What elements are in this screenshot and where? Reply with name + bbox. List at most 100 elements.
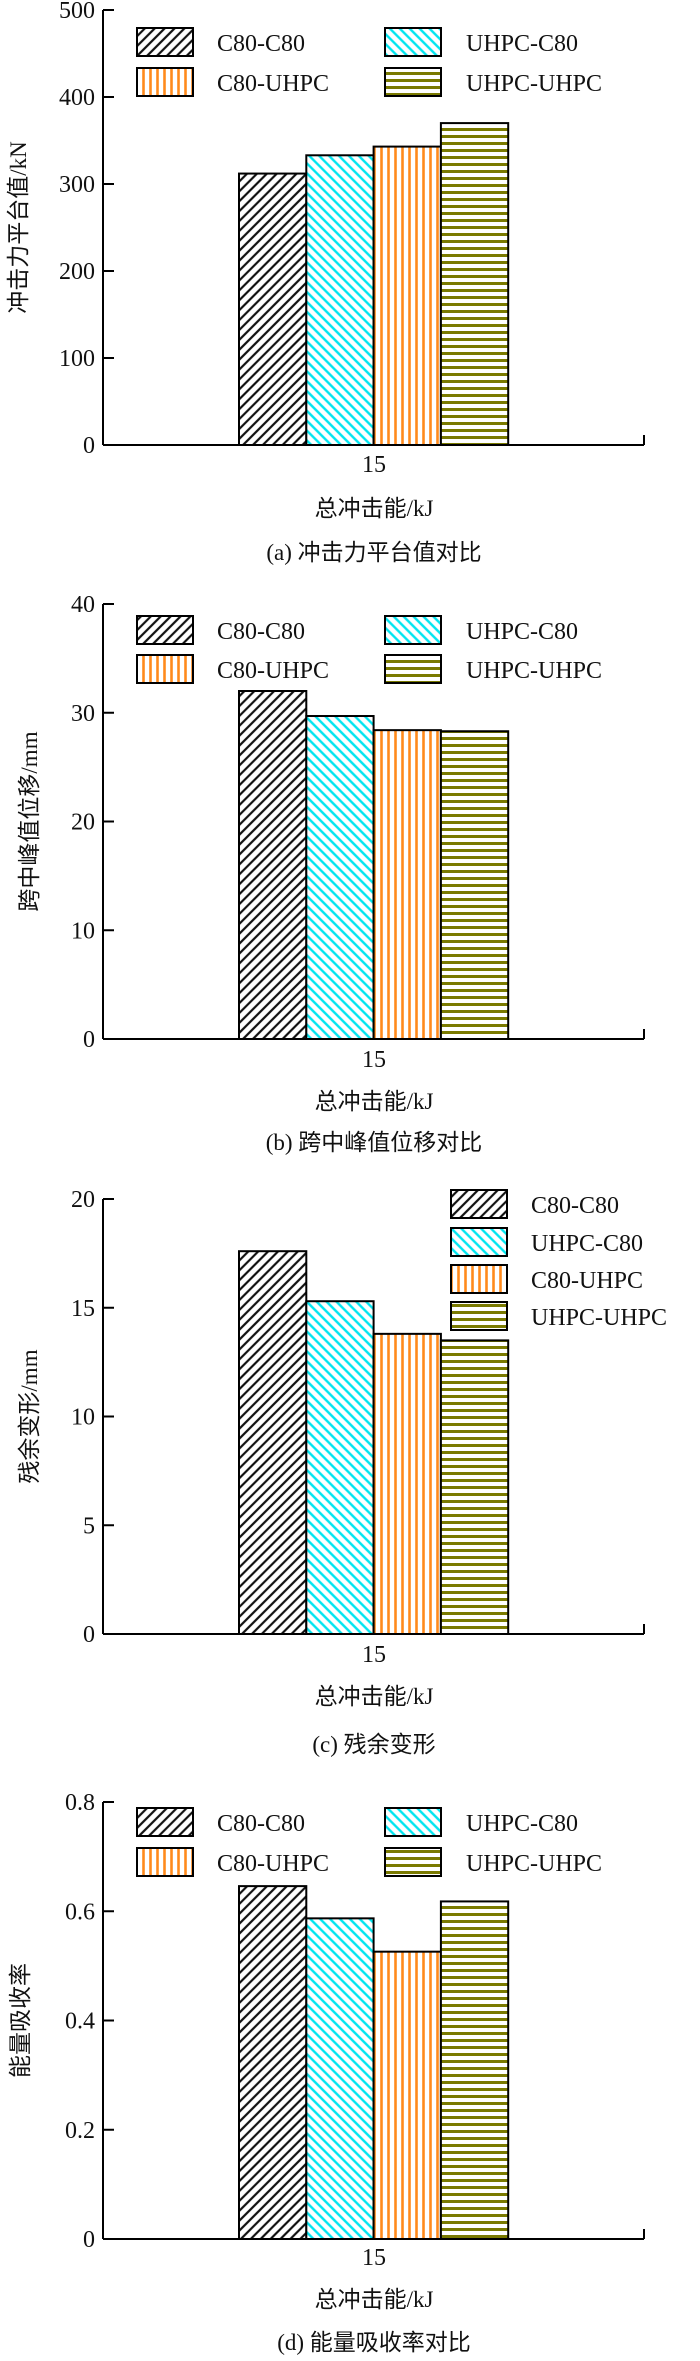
bar-uhpc-uhpc xyxy=(439,1900,510,2240)
y-tick-label: 20 xyxy=(71,810,95,836)
legend-label: UHPC-C80 xyxy=(466,31,578,57)
x-axis-label: 总冲击能/kJ xyxy=(315,2287,434,2312)
legend-item: C80-C80 xyxy=(136,27,305,57)
chart-caption: (a) 冲击力平台值对比 xyxy=(266,540,481,565)
legend-item: UHPC-UHPC xyxy=(384,67,602,97)
legend-label: UHPC-C80 xyxy=(466,1811,578,1837)
bar-c80-c80 xyxy=(238,690,308,1040)
legend-label: UHPC-C80 xyxy=(531,1231,643,1257)
legend-swatch xyxy=(384,27,442,57)
y-axis-label: 残余变形/mm xyxy=(17,1349,42,1483)
bar-c80-uhpc xyxy=(372,1332,442,1635)
legend-label: UHPC-UHPC xyxy=(466,658,602,684)
x-tick-label: 15 xyxy=(362,1047,386,1073)
legend-item: UHPC-UHPC xyxy=(384,654,602,684)
bar-uhpc-uhpc xyxy=(439,122,510,446)
y-tick-label: 0 xyxy=(83,2227,95,2253)
x-tick-label: 15 xyxy=(362,452,386,478)
y-tick-label: 40 xyxy=(71,592,95,618)
y-tick-label: 300 xyxy=(59,172,95,198)
x-tick-label: 15 xyxy=(362,2245,386,2271)
legend-swatch xyxy=(136,1807,194,1837)
chart-panel-b: 0 10 20 30 40 15 总冲击能/kJ (b) 跨中峰值位移对比 跨中峰值位移/mm C… xyxy=(17,592,645,1155)
legend: C80-C80 UHPC-C80 C80-UHPC UHPC-UHPC xyxy=(136,1807,602,1877)
legend: C80-C80 UHPC-C80 C80-UHPC UHPC-UHPC xyxy=(450,1189,667,1331)
legend-swatch xyxy=(384,1847,442,1877)
legend-item: C80-UHPC xyxy=(136,67,329,97)
legend-item: UHPC-C80 xyxy=(384,27,578,57)
bar-c80-uhpc xyxy=(372,145,442,446)
chart-panel-c: 0 5 10 15 20 15 总冲击能/kJ (c) 残余变形 残余变形/mm C80-C80 U… xyxy=(17,1187,667,1757)
chart-caption: (c) 残余变形 xyxy=(312,1732,435,1757)
bar-c80-c80 xyxy=(238,1885,308,2241)
legend-swatch xyxy=(450,1301,508,1331)
y-tick-label: 10 xyxy=(71,918,95,944)
bar-uhpc-c80 xyxy=(305,715,375,1040)
legend-label: C80-C80 xyxy=(217,1811,305,1837)
legend-item: C80-UHPC xyxy=(450,1264,643,1294)
legend-label: C80-C80 xyxy=(217,619,305,645)
legend-item: C80-C80 xyxy=(450,1189,619,1219)
legend-label: UHPC-UHPC xyxy=(466,1851,602,1877)
legend-item: UHPC-C80 xyxy=(450,1227,643,1257)
y-tick-label: 0.4 xyxy=(65,2009,95,2035)
y-tick-label: 200 xyxy=(59,259,95,285)
legend-item: C80-C80 xyxy=(136,615,305,645)
bar-uhpc-c80 xyxy=(305,154,375,446)
y-tick-label: 0.2 xyxy=(65,2118,95,2144)
legend-label: C80-UHPC xyxy=(217,71,329,97)
bar-uhpc-uhpc xyxy=(439,1339,510,1635)
legend-swatch xyxy=(384,1807,442,1837)
bar-c80-uhpc xyxy=(372,1950,442,2240)
legend-item: UHPC-C80 xyxy=(384,1807,578,1837)
y-tick-label: 0 xyxy=(83,1622,95,1648)
chart-caption: (b) 跨中峰值位移对比 xyxy=(266,1130,483,1155)
legend-item: C80-UHPC xyxy=(136,1847,329,1877)
legend-swatch xyxy=(450,1264,508,1294)
chart-panel-d: 0 0.2 0.4 0.6 0.8 15 总冲击能/kJ (d) 能量吸收率对比 能量吸收率 C8… xyxy=(8,1790,645,2355)
chart-panel-a: 0 100 200 300 400 500 15 总冲击能/kJ (a) 冲击力平台值对比 冲击力… xyxy=(6,0,645,565)
legend-label: C80-UHPC xyxy=(217,658,329,684)
bar-c80-c80 xyxy=(238,1250,308,1635)
legend-label: C80-C80 xyxy=(531,1193,619,1219)
legend-label: C80-C80 xyxy=(217,31,305,57)
x-axis-label: 总冲击能/kJ xyxy=(315,1684,434,1709)
y-tick-label: 15 xyxy=(71,1296,95,1322)
legend: C80-C80 UHPC-C80 C80-UHPC UHPC-UHPC xyxy=(136,27,602,97)
y-tick-label: 0 xyxy=(83,433,95,459)
x-tick-label: 15 xyxy=(362,1642,386,1668)
legend: C80-C80 UHPC-C80 C80-UHPC UHPC-UHPC xyxy=(136,615,602,684)
legend-swatch xyxy=(136,27,194,57)
legend-swatch xyxy=(450,1189,508,1219)
chart-caption: (d) 能量吸收率对比 xyxy=(277,2330,471,2355)
legend-swatch xyxy=(136,615,194,645)
legend-swatch xyxy=(136,1847,194,1877)
y-tick-label: 20 xyxy=(71,1187,95,1213)
bar-uhpc-c80 xyxy=(305,1917,375,2240)
y-tick-label: 0 xyxy=(83,1027,95,1053)
legend-label: UHPC-UHPC xyxy=(466,71,602,97)
legend-item: C80-C80 xyxy=(136,1807,305,1837)
legend-swatch xyxy=(384,67,442,97)
legend-item: UHPC-C80 xyxy=(384,615,578,645)
y-tick-label: 400 xyxy=(59,85,95,111)
legend-item: UHPC-UHPC xyxy=(450,1301,667,1331)
legend-swatch xyxy=(136,67,194,97)
y-tick-label: 500 xyxy=(59,0,95,24)
bar-uhpc-uhpc xyxy=(439,730,510,1040)
legend-label: UHPC-C80 xyxy=(466,619,578,645)
y-axis-label: 能量吸收率 xyxy=(8,1963,33,2078)
y-tick-label: 0.6 xyxy=(65,1899,95,1925)
y-tick-label: 10 xyxy=(71,1405,95,1431)
legend-label: C80-UHPC xyxy=(217,1851,329,1877)
y-axis-label: 冲击力平台值/kN xyxy=(6,141,31,314)
y-tick-label: 0.8 xyxy=(65,1790,95,1816)
legend-swatch xyxy=(450,1227,508,1257)
legend-swatch xyxy=(136,654,194,684)
y-tick-label: 100 xyxy=(59,346,95,372)
y-tick-label: 5 xyxy=(83,1513,95,1539)
legend-swatch xyxy=(384,654,442,684)
legend-item: UHPC-UHPC xyxy=(384,1847,602,1877)
bar-c80-c80 xyxy=(238,172,308,446)
